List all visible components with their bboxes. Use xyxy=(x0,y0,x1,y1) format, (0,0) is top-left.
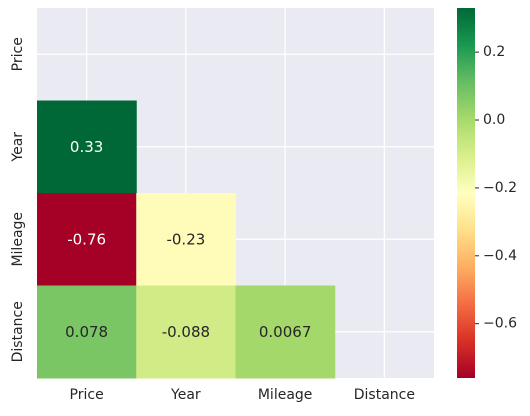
cell-distance-year xyxy=(136,285,236,379)
cell-mileage-year xyxy=(136,193,236,286)
x-tick-label-year: Year xyxy=(170,387,201,403)
cell-annotations: 0.33 -0.76 -0.23 0.078 -0.088 0.0067 xyxy=(65,138,311,341)
colorbar xyxy=(457,8,475,378)
cell-value-distance-mileage: 0.0067 xyxy=(259,323,312,341)
cell-value-distance-price: 0.078 xyxy=(65,323,108,341)
y-tick-label-price: Price xyxy=(10,37,26,71)
y-tick-label-distance: Distance xyxy=(10,301,26,362)
x-axis-tick-labels: Price Year Mileage Distance xyxy=(70,387,415,403)
x-tick-label-price: Price xyxy=(70,387,104,403)
cell-mileage-price xyxy=(37,193,137,286)
cell-distance-mileage xyxy=(235,285,336,379)
y-tick-label-mileage: Mileage xyxy=(10,212,26,267)
cell-value-mileage-price: -0.76 xyxy=(67,230,106,248)
y-axis-tick-labels: Price Year Mileage Distance xyxy=(10,37,26,362)
colorbar-tick-label: 0.0 xyxy=(483,112,505,128)
x-tick-label-mileage: Mileage xyxy=(258,387,313,403)
cell-value-distance-year: -0.088 xyxy=(162,323,210,341)
x-tick-label-distance: Distance xyxy=(354,387,415,403)
colorbar-tick-labels: 0.2 0.0 −0.2 −0.4 −0.6 xyxy=(475,44,517,332)
cell-distance-price xyxy=(37,285,137,379)
cell-value-year-price: 0.33 xyxy=(70,138,103,156)
colorbar-tick-label: −0.6 xyxy=(483,316,517,332)
y-tick-label-year: Year xyxy=(10,132,26,163)
heatmap-cells xyxy=(37,100,336,379)
colorbar-tick-label: −0.4 xyxy=(483,248,517,264)
colorbar-tick-label: −0.2 xyxy=(483,180,517,196)
cell-year-price xyxy=(37,100,137,194)
colorbar-tick-label: 0.2 xyxy=(483,44,505,60)
cell-value-mileage-year: -0.23 xyxy=(166,230,205,248)
